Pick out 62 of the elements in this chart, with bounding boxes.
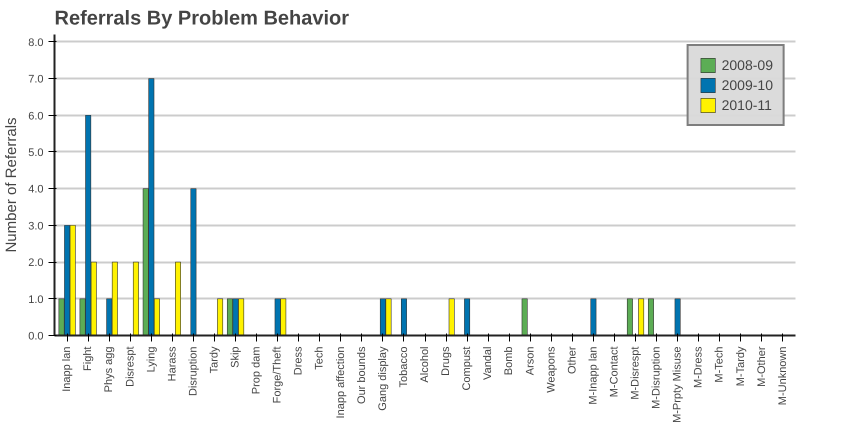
y-tick-label: 4.0 <box>28 184 44 196</box>
x-tick-label: Tech <box>314 346 326 370</box>
x-tick-label: Our bounds <box>356 346 368 404</box>
x-tick-label: Dress <box>292 346 305 376</box>
x-tick-label: M-Dress <box>692 346 705 388</box>
x-tick-label: Drugs <box>440 346 452 376</box>
legend-label: 2009-10 <box>722 77 773 93</box>
x-tick-label: M-Other <box>756 346 768 387</box>
x-tick-label: M-Disrespt <box>630 346 642 400</box>
bar <box>448 298 455 336</box>
x-tick-label: M-Tech <box>714 346 726 383</box>
chart-title: Referrals By Problem Behavior <box>54 8 350 30</box>
y-tick-label: 0.0 <box>28 330 44 342</box>
x-tick-label: Vandal <box>482 346 494 380</box>
bar <box>464 298 470 336</box>
x-tick-label: Harass <box>166 346 178 382</box>
x-tick-label: Prop dam <box>250 346 263 394</box>
bar <box>217 298 224 336</box>
bar <box>190 188 196 336</box>
y-tick-label: 1.0 <box>28 294 44 306</box>
x-tick-label: M-Prpty Misuse <box>672 346 684 423</box>
x-tick-label: Gang display <box>376 346 389 411</box>
x-tick-label: Forge/Theft <box>272 346 284 404</box>
y-tick-label: 8.0 <box>28 36 44 49</box>
bar <box>175 262 181 336</box>
legend-label: 2010-11 <box>722 97 772 113</box>
x-tick-label: Weapons <box>545 346 558 393</box>
bar <box>132 262 139 336</box>
x-tick-label: Inapp lan <box>61 346 74 392</box>
bar <box>638 298 644 336</box>
x-tick-label: M-Contact <box>608 346 620 398</box>
bar <box>590 298 596 336</box>
x-tick-label: Tobacco <box>398 346 410 388</box>
y-tick-label: 7.0 <box>28 74 44 86</box>
x-tick-label: Skip <box>230 346 242 368</box>
x-tick-label: Arson <box>524 346 536 376</box>
y-tick-label: 2.0 <box>28 257 44 270</box>
bar <box>522 298 528 336</box>
x-tick-label: Tardy <box>208 346 220 374</box>
x-tick-label: Phys agg <box>103 346 116 392</box>
bar <box>674 298 681 336</box>
x-tick-label: Other <box>566 346 578 374</box>
y-tick-label: 6.0 <box>28 110 44 122</box>
y-tick-label: 3.0 <box>28 220 44 232</box>
x-tick-label: Inapp affection <box>334 346 347 418</box>
x-tick-label: M-Disruption <box>650 346 663 409</box>
bar <box>626 298 633 336</box>
x-tick-label: Compust <box>461 346 474 391</box>
y-axis-title: Number of Referrals <box>3 117 20 253</box>
x-tick-label: M-Inapp lan <box>587 346 600 405</box>
x-tick-label: M-Unknown <box>776 346 789 406</box>
bar <box>400 298 407 336</box>
x-tick-label: Disrespt <box>124 346 136 387</box>
bar <box>648 298 654 336</box>
x-tick-label: Disruption <box>187 346 200 396</box>
x-tick-label: Fight <box>82 346 94 371</box>
x-tick-label: Bomb <box>503 346 516 376</box>
y-tick-label: 5.0 <box>28 146 44 159</box>
x-tick-label: M-Tardy <box>734 346 747 386</box>
x-tick-label: Alcohol <box>419 346 431 383</box>
x-tick-label: Lying <box>145 346 158 372</box>
legend-label: 2008-09 <box>722 57 773 73</box>
